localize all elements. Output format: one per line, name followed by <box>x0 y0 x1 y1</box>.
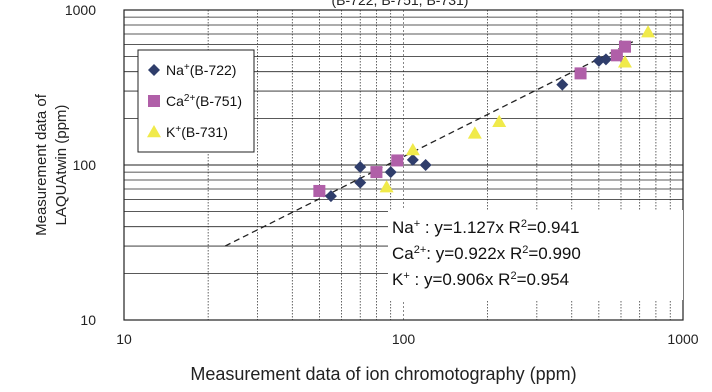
chart-title: (B-722, B-751, B-731) <box>332 0 469 8</box>
equation-box-bg <box>388 210 683 300</box>
regression-equation-k: K+ : y=0.906x R2=0.954 <box>392 270 569 289</box>
data-point-k <box>467 126 482 139</box>
data-point-k <box>492 114 507 128</box>
data-point-ca <box>391 154 404 167</box>
data-points <box>313 25 656 203</box>
data-point-na <box>419 159 432 171</box>
data-point-na <box>384 166 397 179</box>
top-title: (B-722, B-751, B-731) <box>332 0 469 8</box>
data-point-na <box>599 53 612 66</box>
trendline <box>224 39 637 247</box>
y-tick-label: 10 <box>80 312 96 328</box>
tick-labels: 10 100 1000 10 100 1000 <box>65 2 699 347</box>
data-point-k <box>379 180 394 193</box>
legend-marker-ca <box>148 95 160 107</box>
data-point-ca <box>370 166 383 179</box>
legend-marker-na <box>148 64 160 76</box>
plot-frame <box>123 9 684 321</box>
series-ca <box>313 40 631 197</box>
legend-entry-k: K+(B-731) <box>166 124 228 141</box>
data-point-k <box>405 142 420 156</box>
data-point-ca <box>618 40 631 53</box>
data-point-na <box>354 161 367 174</box>
regression-equation-ca: Ca2+: y=0.922x R2=0.990 <box>392 244 581 263</box>
data-point-na <box>324 190 337 203</box>
x-axis-title: Measurement data of ion chromotography (… <box>190 364 576 384</box>
series-k <box>379 25 656 193</box>
legend: Na+(B-722) Ca2+(B-751) K+(B-731) <box>137 49 255 153</box>
data-point-na <box>354 176 367 189</box>
data-point-na <box>406 153 419 166</box>
legend-marker-k <box>147 125 161 138</box>
legend-entry-ca: Ca2+(B-751) <box>166 93 242 110</box>
data-point-k <box>617 55 632 68</box>
x-tick-label: 10 <box>116 331 132 347</box>
data-point-na <box>556 78 569 91</box>
regression-equation-na: Na+ : y=1.127x R2=0.941 <box>392 218 579 237</box>
y-tick-label: 100 <box>73 157 97 173</box>
x-tick-label: 100 <box>392 331 416 347</box>
y-axis-title: Measurement data of LAQUAtwin (ppm) <box>33 93 70 236</box>
y-tick-label: 1000 <box>65 2 96 18</box>
data-point-k <box>641 25 656 38</box>
equation-box: Na+ : y=1.127x R2=0.941 Ca2+: y=0.922x R2… <box>388 210 683 300</box>
y-axis-title-text: Measurement data of LAQUAtwin (ppm) <box>33 93 70 236</box>
data-point-ca <box>313 184 326 197</box>
data-point-ca <box>574 67 587 80</box>
legend-entry-na: Na+(B-722) <box>166 62 236 79</box>
x-tick-label: 1000 <box>667 331 698 347</box>
series-na <box>324 53 612 203</box>
